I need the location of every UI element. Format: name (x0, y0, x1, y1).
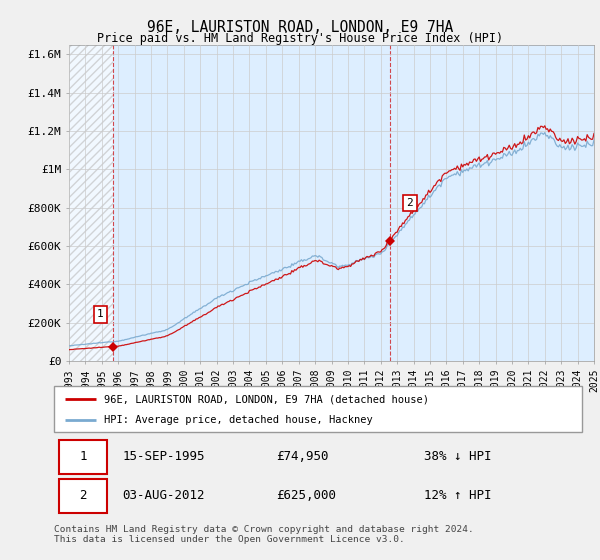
Text: £625,000: £625,000 (276, 489, 336, 502)
FancyBboxPatch shape (54, 386, 582, 432)
Text: 1: 1 (97, 309, 104, 319)
Text: 38% ↓ HPI: 38% ↓ HPI (424, 450, 491, 463)
Text: 12% ↑ HPI: 12% ↑ HPI (424, 489, 491, 502)
Text: 96E, LAURISTON ROAD, LONDON, E9 7HA (detached house): 96E, LAURISTON ROAD, LONDON, E9 7HA (det… (104, 394, 429, 404)
FancyBboxPatch shape (59, 440, 107, 474)
Bar (69, 45, 113, 361)
Text: 96E, LAURISTON ROAD, LONDON, E9 7HA: 96E, LAURISTON ROAD, LONDON, E9 7HA (147, 20, 453, 35)
Text: 2: 2 (407, 198, 413, 208)
Text: 15-SEP-1995: 15-SEP-1995 (122, 450, 205, 463)
Text: 03-AUG-2012: 03-AUG-2012 (122, 489, 205, 502)
FancyBboxPatch shape (59, 479, 107, 513)
Text: Price paid vs. HM Land Registry's House Price Index (HPI): Price paid vs. HM Land Registry's House … (97, 32, 503, 45)
Text: 1: 1 (79, 450, 87, 463)
Text: 2: 2 (79, 489, 87, 502)
Text: HPI: Average price, detached house, Hackney: HPI: Average price, detached house, Hack… (104, 416, 373, 426)
Text: Contains HM Land Registry data © Crown copyright and database right 2024.
This d: Contains HM Land Registry data © Crown c… (54, 525, 474, 544)
Text: £74,950: £74,950 (276, 450, 328, 463)
